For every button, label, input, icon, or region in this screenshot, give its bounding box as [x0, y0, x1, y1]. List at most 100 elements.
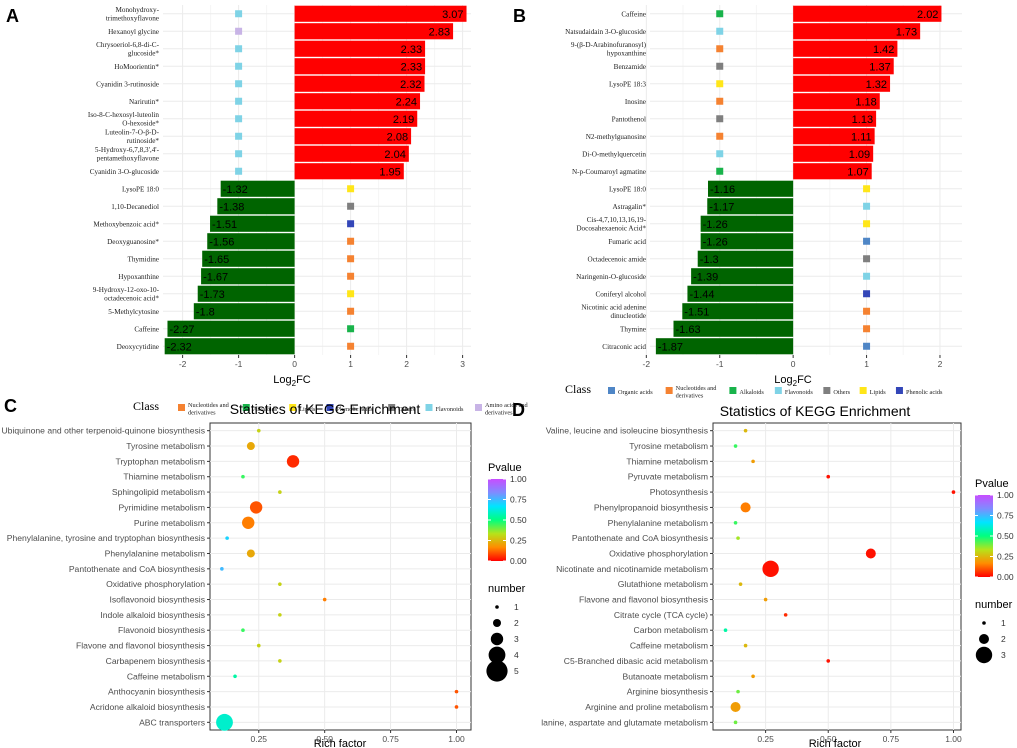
legend-label: Flavonoids [785, 389, 814, 396]
bar [294, 5, 467, 22]
class-marker [347, 185, 355, 193]
size-legend-title: number [488, 583, 526, 595]
pathway-label: Glutathione metabolism [618, 579, 708, 589]
category-label-line: 1,10-Decanediol [111, 203, 159, 211]
bar [793, 23, 921, 40]
x-axis-title-c: Rich factor [314, 738, 367, 748]
pathway-label: Oxidative phosphorylation [106, 579, 205, 589]
category-label: LysoPE 18:0 [122, 185, 159, 193]
xlabel-fc-b: FC [797, 374, 812, 386]
category-label-line: hypoxanthine [607, 49, 646, 57]
xlabel-fc-a: FC [296, 374, 311, 386]
bar-value-label: -1.38 [219, 201, 244, 213]
class-marker [863, 272, 871, 280]
pathway-label: Tyrosine metabolism [126, 441, 205, 451]
bar [673, 320, 794, 337]
bar-value-label: 1.73 [896, 26, 917, 38]
enrichment-point [454, 705, 459, 709]
pathway-label: Caffeine metabolism [630, 641, 708, 651]
bar-value-label: 1.37 [869, 61, 890, 73]
category-label-line: Thymidine [127, 255, 159, 263]
enrichment-point [278, 613, 282, 617]
class-marker [347, 325, 355, 333]
bar [207, 233, 295, 250]
enrichment-point [242, 516, 255, 529]
pathway-label: Carbon metabolism [633, 625, 708, 635]
bar [655, 338, 794, 355]
enrichment-point [751, 674, 755, 679]
bar-value-label: -1.51 [684, 306, 709, 318]
enrichment-point [278, 582, 282, 586]
category-label: LysoPE 18:0 [609, 185, 646, 193]
category-label-line: 5-Methylcytosine [108, 308, 159, 316]
x-tick-label: 0.75 [883, 734, 900, 744]
x-tick-label: 1 [864, 359, 869, 369]
legend-swatch [178, 404, 185, 411]
size-legend-label: 3 [514, 634, 519, 644]
size-legend-dot [495, 605, 499, 609]
category-label: N-p-Coumaroyl agmatine [572, 168, 646, 176]
legend-swatch [823, 387, 831, 394]
size-legend-dot [486, 660, 508, 682]
bar-value-label: 2.19 [393, 114, 414, 126]
category-labels-a: Monohydroxy-trimethoxyflavone Hexanoyl gl… [88, 6, 160, 351]
category-label: Caffeine [621, 10, 646, 18]
bars-b: 2.021.731.42 1.37 1.32 1.18 1.13 1.11 1.09 1.07… [655, 5, 942, 355]
bar [793, 5, 942, 22]
pathway-label: Indole alkaloid biosynthesis [100, 610, 205, 620]
bar [793, 58, 894, 75]
pathway-label: Flavone and flavonol biosynthesis [579, 595, 708, 605]
class-marker [347, 255, 355, 263]
size-legend-dot [982, 621, 986, 625]
bar [202, 250, 295, 267]
colorbar-tick-label: 0.50 [997, 531, 1014, 541]
pathway-label: Butanoate metabolism [622, 671, 708, 681]
category-label-line: Hexanoyl glycine [108, 28, 159, 36]
class-marker [235, 150, 243, 158]
category-label-line: Di-O-methylquercetin [582, 150, 646, 158]
legend-label-line: Lipids [870, 389, 887, 396]
pathway-label: Thiamine metabolism [626, 456, 708, 466]
pathway-label: Phenylalanine metabolism [608, 518, 708, 528]
category-labels-c: Ubiquinone and other terpenoid-quinone b… [1, 426, 205, 728]
class-marker [347, 272, 355, 280]
class-marker [863, 342, 871, 350]
class-marker [716, 80, 724, 88]
enrichment-point [736, 689, 740, 694]
category-label-line: 5-Hydroxy-6,7,8,3',4'- [95, 146, 160, 154]
bar [294, 93, 421, 110]
bar [700, 233, 794, 250]
size-legend-label: 1 [514, 602, 519, 612]
category-label-line: Monohydroxy- [115, 6, 159, 14]
chart-title-c: Statistics of KEGG Enrichment [230, 401, 421, 417]
category-label: Cyanidin 3-rutinoside [96, 80, 159, 88]
points-c [216, 428, 459, 731]
bar-value-label: 1.42 [873, 44, 894, 56]
category-label-line: Coniferyl alcohol [596, 290, 647, 298]
enrichment-point [743, 643, 748, 648]
category-label-line: Inosine [625, 98, 646, 106]
category-label: 5-Hydroxy-6,7,8,3',4'-pentamethoxyflavon… [95, 146, 160, 163]
xlabel-sub-a: 2 [292, 379, 297, 388]
x-tick-label: 1.00 [448, 734, 465, 744]
size-legend-title: number [975, 599, 1013, 611]
legend-label-line: derivatives [188, 410, 216, 417]
size-legend-label: 2 [1001, 634, 1006, 644]
category-label-line: Benzamide [614, 63, 646, 71]
class-marker [347, 290, 355, 298]
enrichment-point [246, 442, 255, 451]
class-marker [863, 290, 871, 298]
bar-value-label: 1.13 [852, 114, 873, 126]
colorbar-tick-label: 0.25 [510, 536, 527, 546]
category-label-line: pentamethoxyflavone [97, 154, 159, 162]
bar-value-label: -1.51 [212, 219, 237, 231]
legend-label-line: Others [833, 389, 850, 396]
enrichment-point [740, 502, 751, 513]
x-ticks-b: -2 -1 0 1 2 [643, 355, 943, 369]
legend-swatch [289, 404, 297, 411]
category-label-line: Nicotinic acid adenine [581, 303, 646, 311]
pathway-label: Nicotinate and nicotinamide metabolism [556, 564, 708, 574]
category-label: Iso-8-C-hexosyl-luteolin O-hexoside* [88, 111, 159, 128]
